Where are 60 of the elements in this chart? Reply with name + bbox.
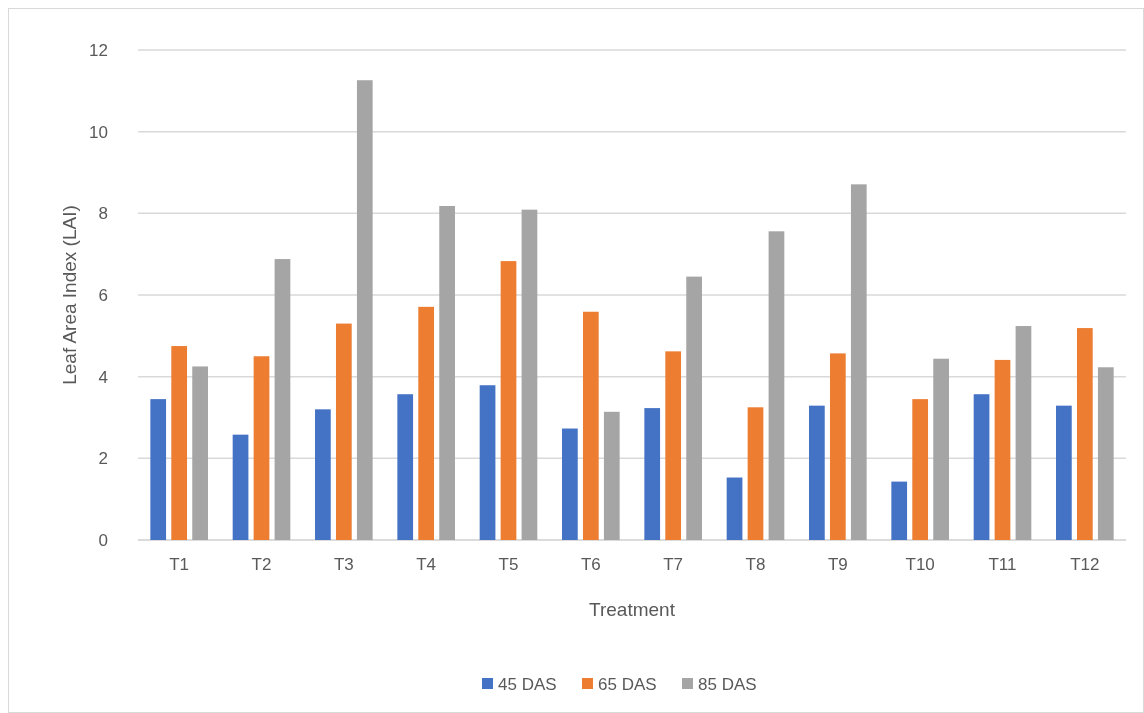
bar bbox=[192, 366, 208, 540]
x-axis-title: Treatment bbox=[589, 599, 676, 620]
x-tick-label: T5 bbox=[498, 555, 519, 574]
bar bbox=[850, 184, 867, 540]
bar bbox=[891, 481, 908, 540]
bar bbox=[397, 394, 414, 540]
bar bbox=[912, 399, 929, 540]
y-tick-label: 10 bbox=[89, 122, 108, 142]
x-tick-label: T9 bbox=[827, 555, 848, 574]
x-tick-label: T2 bbox=[251, 555, 272, 574]
x-tick-label: T1 bbox=[169, 555, 190, 574]
bar bbox=[582, 311, 599, 540]
y-tick-label: 6 bbox=[98, 285, 108, 305]
bar bbox=[1097, 367, 1114, 540]
bar bbox=[686, 276, 702, 540]
bar bbox=[521, 209, 538, 540]
x-tick-label: T4 bbox=[416, 555, 437, 574]
bar bbox=[356, 80, 373, 540]
x-tick-label: T8 bbox=[745, 555, 766, 574]
bar bbox=[644, 408, 661, 540]
x-tick-label: T12 bbox=[1070, 555, 1100, 574]
x-tick-label: T11 bbox=[988, 555, 1017, 574]
bar bbox=[829, 353, 846, 540]
bar bbox=[418, 306, 435, 540]
x-tick-label: T6 bbox=[580, 555, 601, 574]
legend-label: 45 DAS bbox=[498, 674, 557, 694]
legend-label: 65 DAS bbox=[598, 674, 657, 694]
bar bbox=[994, 359, 1011, 540]
bar bbox=[150, 399, 167, 540]
bar bbox=[665, 351, 682, 540]
y-tick-label: 2 bbox=[98, 449, 108, 469]
bar bbox=[562, 428, 578, 540]
bar bbox=[479, 385, 496, 540]
bar bbox=[315, 409, 331, 540]
bar bbox=[603, 411, 620, 540]
bar bbox=[1056, 405, 1072, 540]
bar bbox=[933, 358, 949, 540]
x-tick-label: T3 bbox=[333, 555, 354, 574]
bar bbox=[726, 477, 743, 540]
y-tick-label: 12 bbox=[89, 40, 108, 60]
bar bbox=[768, 231, 785, 540]
y-tick-label: 8 bbox=[98, 204, 108, 224]
bar bbox=[335, 323, 352, 540]
bar bbox=[439, 205, 455, 540]
bar bbox=[500, 261, 517, 540]
y-tick-label: 0 bbox=[98, 530, 108, 550]
x-tick-label: T10 bbox=[905, 555, 935, 574]
bar bbox=[253, 356, 270, 540]
bar bbox=[747, 407, 764, 540]
bar bbox=[1015, 326, 1032, 540]
bar bbox=[973, 394, 990, 540]
x-tick-label: T7 bbox=[663, 555, 684, 574]
bar bbox=[171, 346, 188, 540]
bar bbox=[232, 434, 249, 540]
legend-label: 85 DAS bbox=[698, 674, 757, 694]
y-axis-title: Leaf Area Index (LAI) bbox=[59, 205, 80, 385]
bar bbox=[1076, 328, 1093, 540]
bar bbox=[809, 405, 825, 540]
bar bbox=[274, 259, 291, 540]
y-tick-label: 4 bbox=[98, 367, 108, 387]
